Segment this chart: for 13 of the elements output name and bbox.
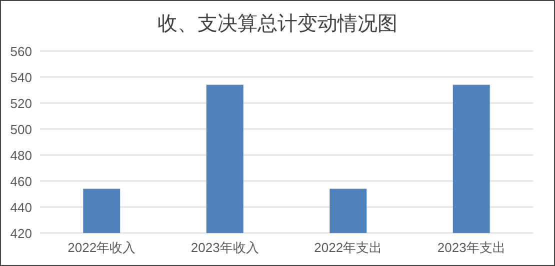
chart-title: 收、支决算总计变动情况图 (158, 13, 398, 35)
y-tick-label: 540 (10, 70, 32, 85)
y-tick-label: 500 (10, 122, 32, 137)
y-tick-label: 520 (10, 96, 32, 111)
x-tick-label: 2022年支出 (314, 240, 382, 255)
x-tick-label: 2023年支出 (437, 240, 506, 255)
x-tick-label: 2022年收入 (68, 240, 136, 255)
y-tick-label: 560 (10, 44, 32, 59)
x-tick-label: 2023年收入 (190, 240, 259, 255)
y-tick-label: 420 (10, 226, 32, 241)
y-tick-label: 440 (10, 200, 32, 215)
y-tick-label: 480 (10, 148, 32, 163)
y-tick-label: 460 (10, 174, 32, 189)
